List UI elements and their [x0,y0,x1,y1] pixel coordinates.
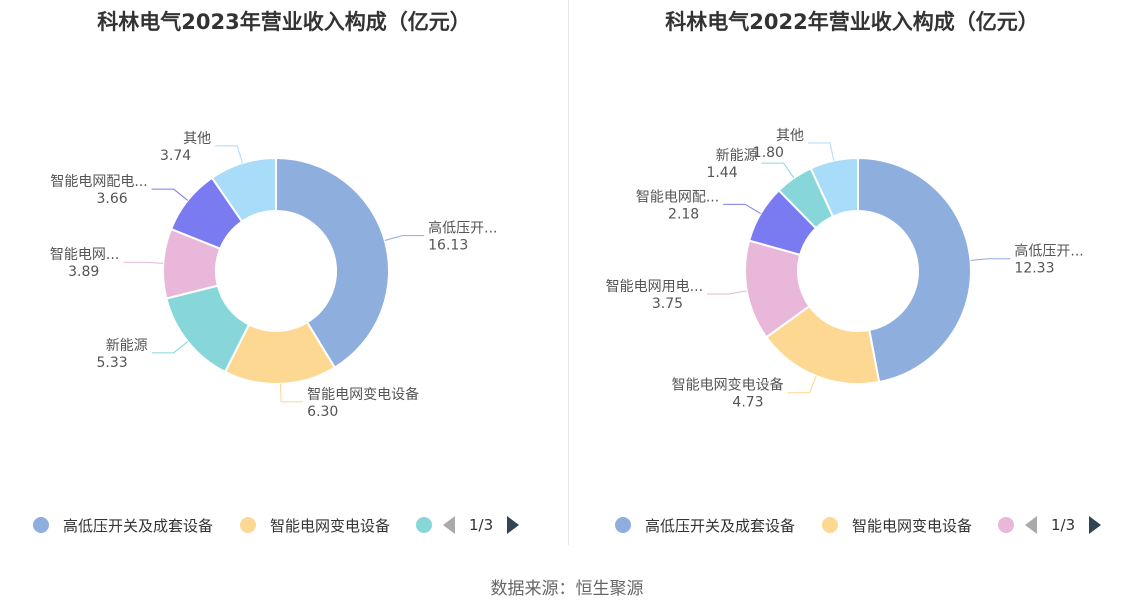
slice-label-1: 智能电网变电设备 [672,377,784,394]
legend-label: 高低压开关及成套设备 [645,516,796,535]
slice-value-4: 1.44 [706,165,737,181]
leader-line-1 [787,375,817,394]
slice-value-1: 6.30 [307,404,338,420]
page-indicator: 1/3 [1051,516,1076,534]
slice-label-5: 其他 [776,128,804,144]
legend-pager: 1/3 [443,512,520,538]
legend-item-high-low-voltage[interactable]: 高低压开关及成套设备 [615,512,795,538]
legend-item-consumption[interactable] [998,512,1028,538]
chart-title-2022: 科林电气2022年营业收入构成（亿元） [665,10,1039,34]
next-page-icon[interactable] [1089,516,1102,534]
slice-label-4: 新能源 [716,148,758,164]
leader-line-3 [123,261,164,264]
slice-label-4: 智能电网配电... [50,174,147,190]
leader-line-5 [215,145,243,164]
chart-title-2023: 科林电气2023年营业收入构成（亿元） [97,10,471,34]
legend-dot [998,517,1014,533]
leader-line-3 [723,203,761,214]
panel-divider [568,0,569,545]
legend-pager: 1/3 [1025,512,1102,538]
slice-value-1: 4.73 [732,395,763,411]
leader-line-1 [279,383,304,403]
slice-label-2: 智能电网用电... [606,279,703,295]
leader-line-2 [707,290,747,295]
leader-line-2 [151,341,189,354]
leader-line-0 [384,235,425,242]
slice-label-3: 智能电网配... [636,189,719,205]
slice-value-5: 1.80 [753,145,784,161]
leader-line-4 [761,162,795,179]
legend-item-substation[interactable]: 智能电网变电设备 [240,512,390,538]
chart-panel-2023: 科林电气2023年营业收入构成（亿元） 高低压开... 16.13 智能电网变电设备… [0,0,568,545]
pie-slice-5[interactable] [210,156,277,223]
slice-value-3: 3.89 [68,264,99,280]
prev-page-icon[interactable] [1025,516,1037,534]
pie-slice-0[interactable] [275,156,390,369]
legend-label: 智能电网变电设备 [852,516,973,535]
chart-panel-2022: 科林电气2022年营业收入构成（亿元） 高低压开... 12.33 智能电网变电设备… [570,0,1134,545]
slice-label-5: 其他 [183,131,211,147]
legend-dot [416,517,432,533]
legend-label: 智能电网变电设备 [270,516,391,535]
slice-label-0: 高低压开... [1014,243,1083,260]
pie-slice-5[interactable] [809,156,859,218]
leader-line-0 [970,258,1011,261]
slice-value-2: 5.33 [97,355,128,371]
prev-page-icon[interactable] [443,516,455,534]
legend-2023: 高低压开关及成套设备 智能电网变电设备 1/3 [0,512,568,538]
page-indicator: 1/3 [469,516,494,534]
slice-value-3: 2.18 [668,206,699,222]
leader-line-5 [807,142,835,161]
slice-value-0: 16.13 [428,238,468,254]
slice-label-3: 智能电网... [50,247,119,263]
slice-value-2: 3.75 [652,296,683,312]
legend-item-new-energy[interactable] [416,512,446,538]
legend-label: 高低压开关及成套设备 [63,516,214,535]
data-source: 数据来源：恒生聚源 [490,579,644,599]
legend-2022: 高低压开关及成套设备 智能电网变电设备 1/3 [570,512,1134,538]
legend-dot [240,517,256,533]
slice-label-0: 高低压开... [428,220,497,237]
legend-dot [615,517,631,533]
legend-item-high-low-voltage[interactable]: 高低压开关及成套设备 [33,512,213,538]
leader-line-4 [151,188,189,201]
slice-value-0: 12.33 [1014,261,1054,277]
legend-dot [822,517,838,533]
slice-label-2: 新能源 [106,338,148,354]
slice-value-5: 3.74 [160,148,191,164]
legend-dot [33,517,49,533]
next-page-icon[interactable] [507,516,520,534]
donut-chart-2023: 高低压开...16.13智能电网变电设备6.30新能源5.33智能电网...3.… [50,131,498,420]
pie-slice-0[interactable] [857,156,972,384]
slice-label-1: 智能电网变电设备 [307,386,419,403]
slice-value-4: 3.66 [97,191,128,207]
legend-item-substation[interactable]: 智能电网变电设备 [822,512,972,538]
